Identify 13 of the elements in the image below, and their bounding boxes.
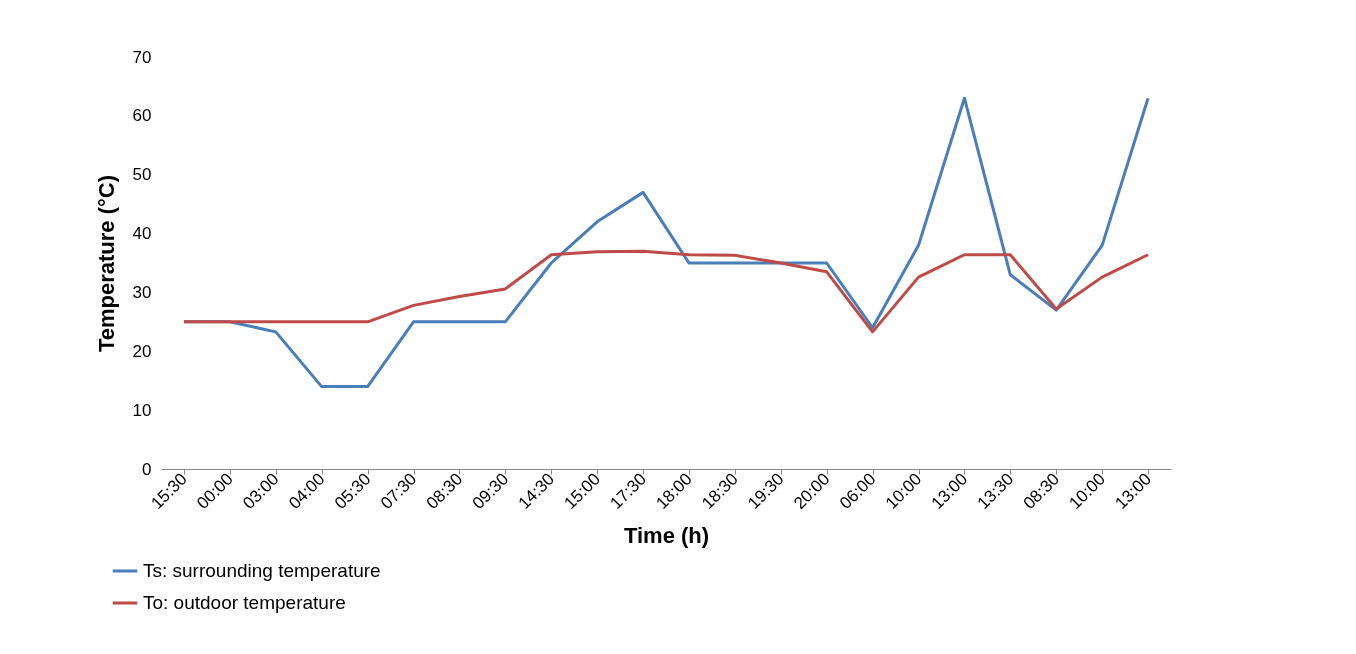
y-tick-label: 30	[132, 282, 152, 302]
legend-label: Ts: surrounding temperature	[143, 560, 381, 581]
y-tick-label: 60	[132, 106, 152, 126]
y-tick-label: 50	[132, 165, 152, 185]
y-tick-label: 70	[132, 47, 152, 67]
y-tick-label: 10	[132, 400, 152, 420]
line-series	[182, 249, 1150, 334]
y-tick-label: 0	[142, 459, 152, 479]
y-axis-title: Temperature (°C)	[93, 174, 119, 353]
y-tick-label: 20	[132, 341, 152, 361]
legend-label: To: outdoor temperature	[143, 592, 346, 613]
x-axis-title: Time (h)	[623, 523, 710, 549]
y-tick-label: 40	[132, 224, 152, 244]
